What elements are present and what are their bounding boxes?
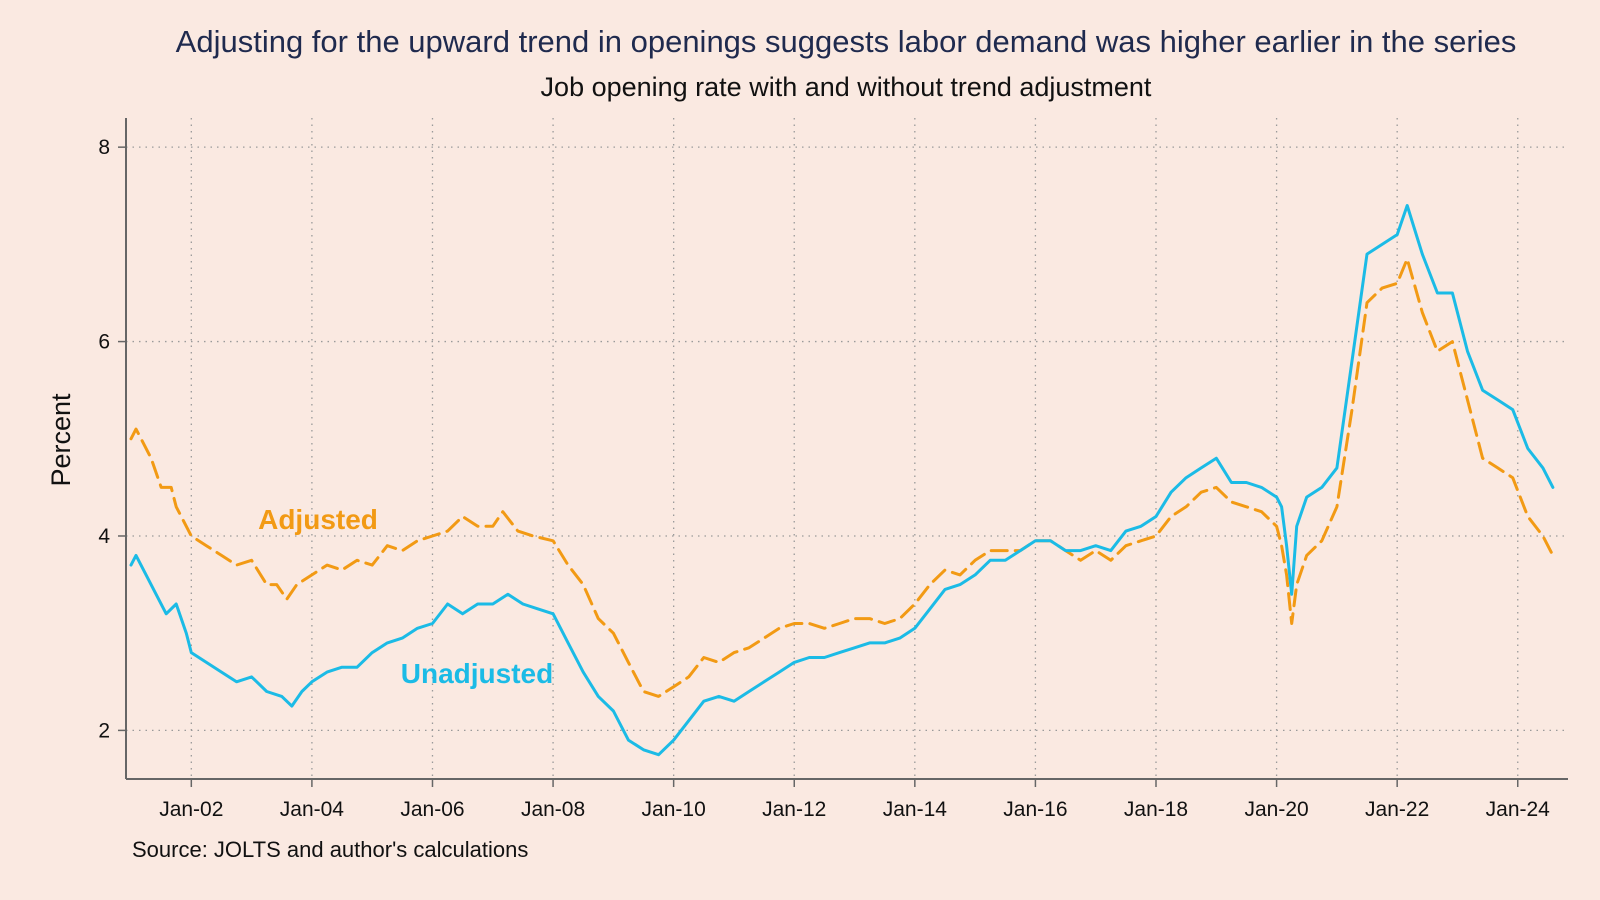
x-tick-label: Jan-24 bbox=[1486, 798, 1551, 821]
x-tick-label: Jan-10 bbox=[642, 798, 706, 821]
x-tick-label: Jan-20 bbox=[1244, 798, 1308, 821]
x-tick-label: Jan-18 bbox=[1124, 798, 1188, 821]
series-line-unadjusted bbox=[129, 204, 1555, 757]
axes bbox=[125, 118, 1568, 780]
chart-title: Adjusting for the upward trend in openin… bbox=[176, 24, 1517, 59]
series-label-unadjusted: Unadjusted bbox=[401, 658, 553, 689]
y-axis-title: Percent bbox=[46, 393, 76, 487]
gridlines bbox=[126, 118, 1568, 779]
x-tick-label: Jan-08 bbox=[521, 798, 585, 821]
x-tick-label: Jan-14 bbox=[883, 798, 948, 821]
y-tick-label: 8 bbox=[98, 136, 110, 159]
x-tick-label: Jan-16 bbox=[1003, 798, 1067, 821]
series-line-adjusted bbox=[129, 257, 1555, 698]
x-tick-label: Jan-04 bbox=[280, 798, 345, 821]
x-axis-ticks: Jan-02 Jan-04 Jan-06 Jan-08 Jan-10 Jan-12 Jan-… bbox=[159, 779, 1550, 821]
y-tick-label: 2 bbox=[98, 719, 110, 742]
x-tick-label: Jan-06 bbox=[400, 798, 464, 821]
x-tick-label: Jan-02 bbox=[159, 798, 223, 821]
chart-subtitle: Job opening rate with and without trend … bbox=[541, 72, 1152, 102]
y-axis-ticks: 2 4 6 8 bbox=[98, 136, 126, 742]
series-label-adjusted: Adjusted bbox=[258, 504, 378, 535]
source-note: Source: JOLTS and author's calculations bbox=[132, 837, 528, 862]
x-tick-label: Jan-22 bbox=[1365, 798, 1429, 821]
y-tick-label: 4 bbox=[98, 525, 110, 548]
x-tick-label: Jan-12 bbox=[762, 798, 826, 821]
y-tick-label: 6 bbox=[98, 331, 110, 354]
series-layer bbox=[129, 204, 1555, 757]
